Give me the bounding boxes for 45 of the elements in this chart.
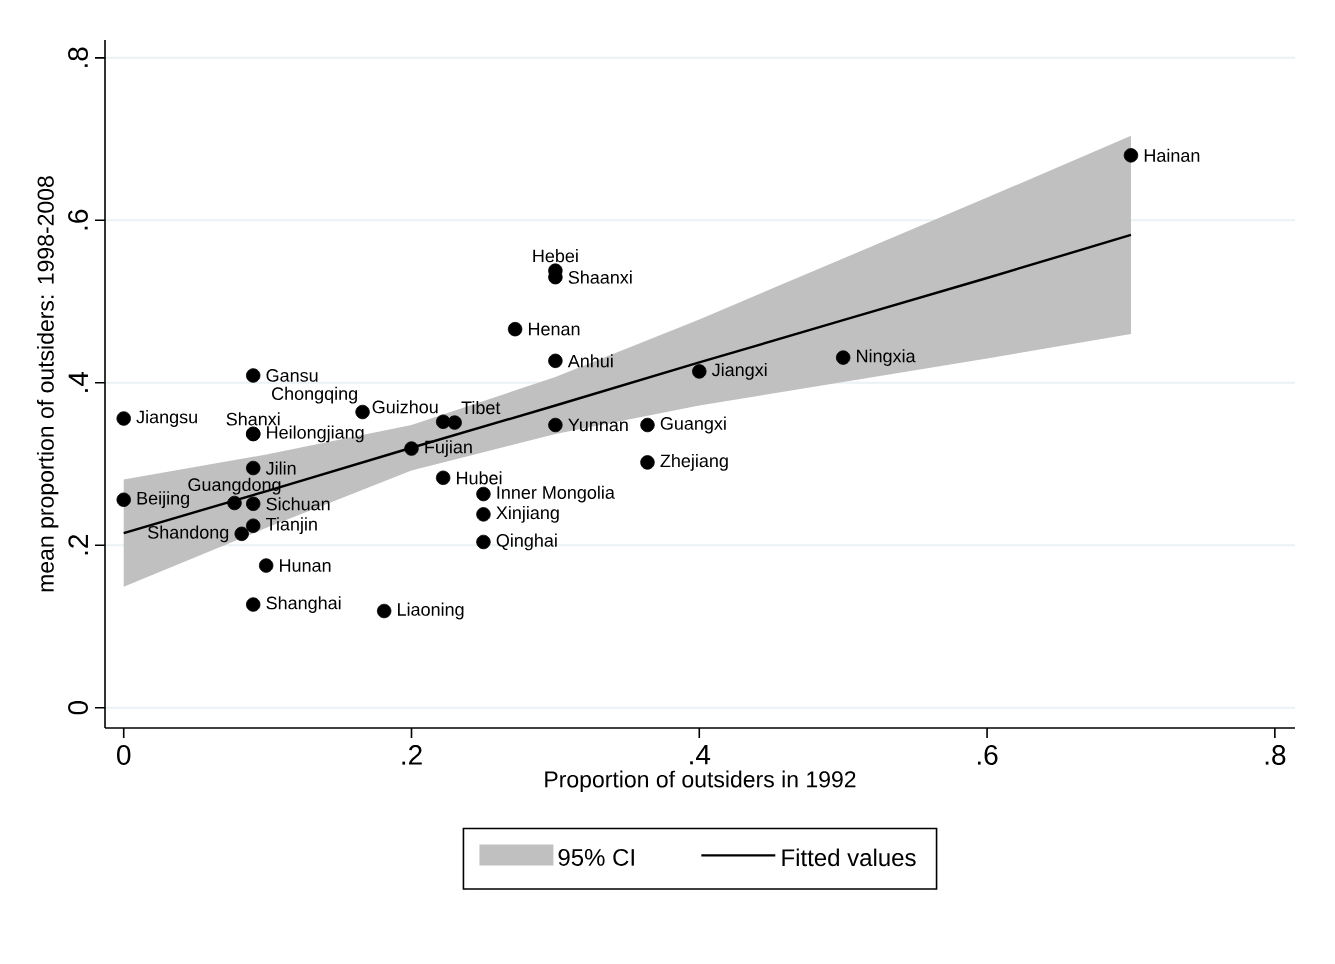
x-tick-label: .6 xyxy=(977,745,998,765)
annotation: Zhejiang xyxy=(660,453,728,471)
annotation: Ningxia xyxy=(857,349,916,366)
annotation: Yunnan xyxy=(568,418,628,432)
annotation: Shanxi xyxy=(226,412,280,426)
y-tick-label: 0 xyxy=(68,700,88,715)
annotation: Guangxi xyxy=(660,416,726,434)
x-tick-label: .8 xyxy=(1265,745,1286,765)
y-axis-title: mean proportion of outsiders: 1998-2008 xyxy=(36,176,59,592)
annotation: Hainan xyxy=(1144,148,1200,162)
annotation: Guizhou xyxy=(372,400,438,414)
annotation: Jilin xyxy=(265,461,296,475)
annotation: Heilongjiang xyxy=(267,425,364,443)
x-axis-title: Proportion of outsiders in 1992 xyxy=(545,770,856,793)
annotation: Hunan xyxy=(280,559,331,572)
annotation: Tibet xyxy=(461,400,501,415)
annotation: Jiangsu xyxy=(136,410,197,427)
legend-label: Fitted values xyxy=(782,848,916,867)
y-tick-label: .4 xyxy=(68,371,88,392)
annotation: Inner Mongolia xyxy=(497,485,615,503)
annotation: Shandong xyxy=(148,525,229,543)
annotation: Xinjiang xyxy=(496,505,559,523)
y-tick-label: .2 xyxy=(68,534,88,555)
annotation: Beijing xyxy=(137,491,189,509)
annotation: Shanghai xyxy=(266,596,341,613)
annotation: Gansu xyxy=(266,369,318,382)
annotation: Hebei xyxy=(533,249,578,263)
annotation: Shaanxi xyxy=(568,270,632,284)
annotation: Qinghai xyxy=(496,533,557,551)
annotation: Liaoning xyxy=(398,602,464,620)
x-tick-label: 0 xyxy=(117,745,131,765)
annotation: Chongqing xyxy=(272,386,357,404)
annotation: Fujian xyxy=(425,440,472,457)
annotation: Hubei xyxy=(457,471,502,485)
annotation: Jiangxi xyxy=(711,363,767,380)
annotation: Sichuan xyxy=(266,497,330,511)
annotation: Anhui xyxy=(567,354,613,368)
x-tick-label: .4 xyxy=(690,745,711,765)
annotation: Guangdong xyxy=(188,477,281,495)
y-tick-label: .6 xyxy=(68,209,88,230)
y-tick-label: .8 xyxy=(68,47,88,67)
x-tick-label: .2 xyxy=(402,745,422,765)
text: 95% CI xyxy=(558,848,634,866)
annotation: Tianjin xyxy=(266,517,317,535)
annotation: Henan xyxy=(528,322,580,336)
